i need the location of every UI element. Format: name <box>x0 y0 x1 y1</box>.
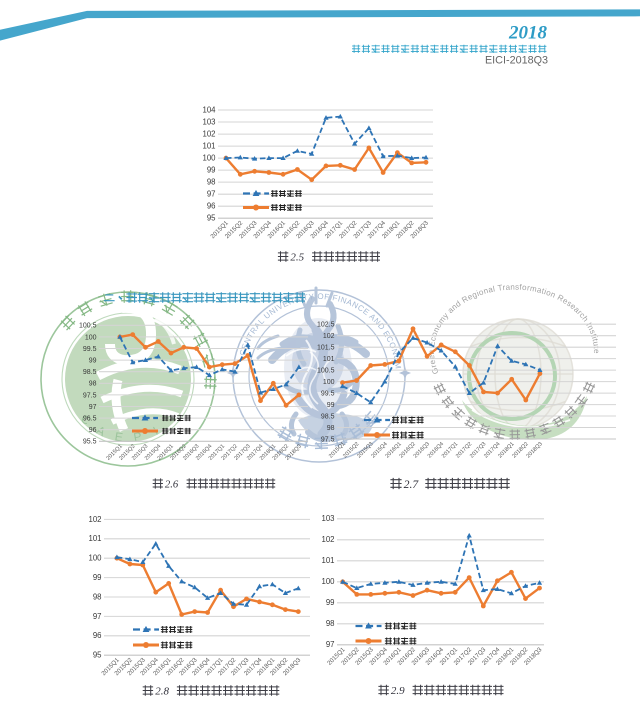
svg-text:99: 99 <box>89 358 97 365</box>
svg-text:98: 98 <box>93 592 102 601</box>
svg-text:97.5: 97.5 <box>321 436 335 443</box>
svg-text:97.5: 97.5 <box>83 392 97 399</box>
svg-text:2.7: 2.7 <box>404 478 420 491</box>
svg-text:95: 95 <box>93 651 102 660</box>
svg-text:95.5: 95.5 <box>83 439 97 446</box>
svg-text:101: 101 <box>323 356 335 363</box>
svg-text:100.5: 100.5 <box>79 323 97 330</box>
svg-text:100.5: 100.5 <box>317 368 335 375</box>
svg-text:95: 95 <box>207 214 216 223</box>
svg-text:2018: 2018 <box>508 23 548 44</box>
svg-text:103: 103 <box>202 117 215 126</box>
svg-text:98: 98 <box>326 619 335 628</box>
svg-text:98.5: 98.5 <box>83 369 97 376</box>
svg-text:101.5: 101.5 <box>317 345 335 352</box>
svg-text:100: 100 <box>85 334 97 341</box>
svg-text:EICI-2018Q3: EICI-2018Q3 <box>485 55 548 67</box>
svg-text:102: 102 <box>321 535 334 544</box>
svg-text:97: 97 <box>207 190 216 199</box>
svg-text:97: 97 <box>326 640 335 649</box>
svg-text:99.5: 99.5 <box>83 346 97 353</box>
svg-text:98: 98 <box>327 425 335 432</box>
svg-text:103: 103 <box>321 514 334 523</box>
svg-text:P: P <box>132 429 142 444</box>
svg-text:99: 99 <box>326 598 335 607</box>
svg-text:2.6: 2.6 <box>165 478 179 490</box>
svg-text:98: 98 <box>207 178 216 187</box>
svg-text:96: 96 <box>207 202 216 211</box>
svg-text:99: 99 <box>327 402 335 409</box>
svg-text:100: 100 <box>321 577 335 586</box>
svg-text:98: 98 <box>89 381 97 388</box>
svg-text:102: 102 <box>88 515 101 524</box>
svg-text:102.5: 102.5 <box>317 322 335 329</box>
svg-text:2.9: 2.9 <box>391 685 405 697</box>
svg-text:E: E <box>114 429 124 444</box>
svg-text:97: 97 <box>93 612 102 621</box>
svg-text:96: 96 <box>89 427 97 434</box>
svg-text:99.5: 99.5 <box>321 391 335 398</box>
svg-text:100: 100 <box>88 554 102 563</box>
svg-text:99: 99 <box>207 166 216 175</box>
svg-text:101: 101 <box>202 142 215 151</box>
svg-text:101: 101 <box>88 534 101 543</box>
svg-text:96: 96 <box>93 631 102 640</box>
svg-text:100: 100 <box>323 379 335 386</box>
svg-text:98.5: 98.5 <box>321 413 335 420</box>
svg-text:96.5: 96.5 <box>83 416 97 423</box>
svg-text:2.8: 2.8 <box>155 686 169 698</box>
svg-text:102: 102 <box>323 333 335 340</box>
svg-text:101: 101 <box>321 556 334 565</box>
svg-text:99: 99 <box>93 573 102 582</box>
svg-text:104: 104 <box>202 105 216 114</box>
svg-text:102: 102 <box>202 130 215 139</box>
svg-text:97: 97 <box>89 404 97 411</box>
svg-text:100: 100 <box>202 154 216 163</box>
svg-text:2.5: 2.5 <box>290 252 304 264</box>
